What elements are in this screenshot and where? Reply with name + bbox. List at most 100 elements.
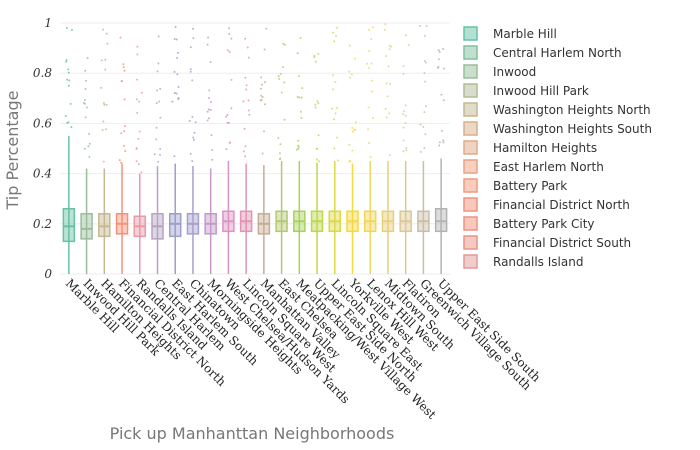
outlier-point [122,66,125,69]
outlier-point [335,34,338,37]
y-tick-label: 0 [44,267,52,281]
outlier-point [210,134,213,137]
outlier-point [157,62,160,65]
outlier-point [368,142,371,145]
outlier-point [317,134,320,137]
outlier-point [70,28,73,31]
outlier-point [228,33,231,36]
legend-label: Randalls Island [493,255,583,269]
outlier-point [191,79,194,82]
outlier-point [124,149,127,152]
legend-item[interactable]: Inwood [463,64,536,79]
legend-item[interactable]: Central Harlem North [463,45,622,60]
outlier-point [370,90,373,93]
legend-swatch [463,83,478,98]
legend-item[interactable]: Battery Park [463,178,567,193]
outlier-point [405,149,408,152]
outlier-point [102,28,105,31]
outlier-point [173,155,176,158]
legend-item[interactable]: Financial District South [463,235,631,250]
outlier-point [404,114,407,117]
legend-item[interactable]: Financial District North [463,197,630,212]
outlier-point [348,143,351,146]
box-2 [80,57,93,274]
outlier-point [261,95,264,98]
legend-label: East Harlem North [493,160,604,174]
outlier-point [367,67,370,70]
outlier-point [138,130,141,133]
outlier-point [297,147,300,150]
outlier-point [70,126,73,129]
outlier-point [155,102,158,105]
legend: Marble Hill Central Harlem North Inwood Inw… [463,26,652,269]
outlier-point [316,158,319,161]
outlier-point [371,79,374,82]
outlier-point [442,67,445,70]
outlier-point [124,125,127,128]
outlier-point [424,133,427,136]
outlier-point [211,158,214,161]
legend-label: Inwood Hill Park [493,84,589,98]
outlier-point [104,68,107,71]
outlier-point [351,126,354,129]
legend-item[interactable]: Inwood Hill Park [463,83,589,98]
outlier-point [242,100,245,103]
outlier-point [404,34,407,37]
outlier-point [173,91,176,94]
outlier-point [424,61,427,64]
outlier-point [423,111,426,114]
outlier-point [317,160,320,163]
legend-swatch [463,178,478,193]
y-tick-label: 0.2 [33,217,52,231]
outlier-point [296,95,299,98]
legend-item[interactable]: Washington Heights North [463,102,651,117]
outlier-point [384,23,387,26]
outlier-point [105,103,108,106]
outlier-point [332,74,335,77]
outlier-point [67,68,70,71]
legend-item[interactable]: Battery Park City [463,216,595,231]
outlier-point [440,93,443,96]
outlier-point [351,149,354,152]
outlier-point [283,118,286,121]
box-iqr [168,213,182,238]
outlier-point [403,110,406,113]
outlier-point [385,55,388,58]
box-iqr [98,213,111,238]
legend-item[interactable]: Randalls Island [463,254,583,269]
outlier-point [189,68,192,71]
outlier-point [300,116,303,119]
outlier-point [101,129,104,132]
legend-item[interactable]: Marble Hill [463,26,557,41]
outlier-point [228,141,231,144]
outlier-point [402,126,405,129]
outlier-point [299,37,302,40]
legend-item[interactable]: East Harlem North [463,159,604,174]
outlier-point [278,77,281,80]
box-20 [399,34,412,274]
outlier-point [442,141,445,144]
outlier-point [153,153,156,156]
outlier-point [122,63,125,66]
outlier-point [424,105,427,108]
outlier-point [176,73,179,76]
outlier-point [137,162,140,165]
outlier-point [64,115,67,118]
outlier-point [367,29,370,32]
outlier-point [367,128,370,131]
legend-item[interactable]: Washington Heights South [463,121,652,136]
outlier-point [369,155,372,158]
outlier-point [192,136,195,139]
outlier-point [437,49,440,52]
outlier-point [265,27,268,30]
outlier-point [157,35,160,38]
outlier-point [261,152,264,155]
outlier-point [175,92,178,95]
outlier-point [332,88,335,91]
outlier-point [176,51,179,54]
legend-item[interactable]: Hamilton Heights [463,140,597,155]
outlier-point [67,84,70,87]
outlier-point [191,115,194,118]
outlier-point [228,50,231,53]
outlier-point [298,96,301,99]
